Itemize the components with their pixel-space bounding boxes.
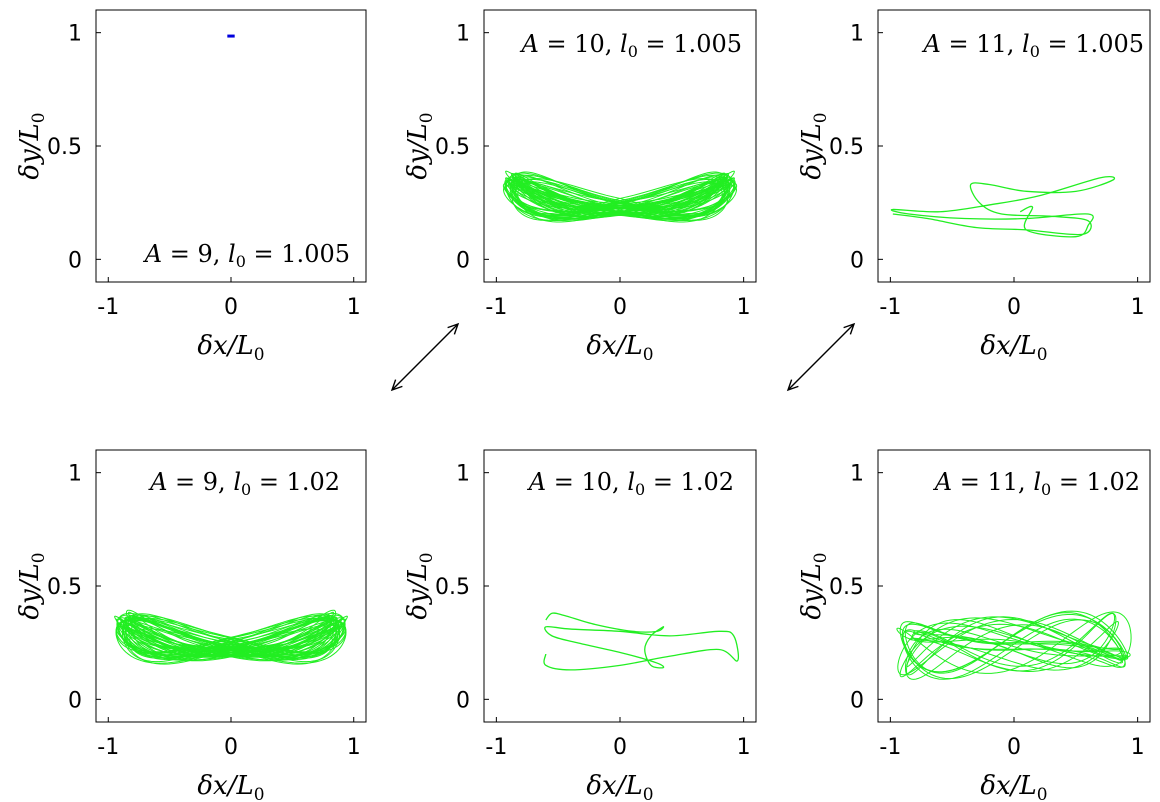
trajectory — [896, 610, 1132, 680]
y-tick-label: 0.5 — [435, 135, 470, 160]
x-tick-label: 1 — [1131, 295, 1145, 320]
y-tick-label: 0 — [850, 688, 864, 713]
trajectory-loop — [507, 179, 733, 207]
x-tick-label: 0 — [613, 735, 627, 760]
y-tick-label: 1 — [68, 22, 82, 47]
x-tick-label: 1 — [347, 735, 361, 760]
y-tick-label: 1 — [456, 22, 470, 47]
x-tick-label: 0 — [224, 735, 238, 760]
y-tick-label: 0.5 — [47, 575, 82, 600]
panel-annotation: A = 9, l0 = 1.02 — [148, 468, 340, 499]
x-tick-label: 0 — [1007, 735, 1021, 760]
y-axis-label: δy/L0 — [797, 112, 831, 179]
x-tick-label: 1 — [737, 735, 751, 760]
trajectory-loop — [899, 610, 1129, 673]
x-tick-label: 1 — [347, 295, 361, 320]
x-axis-label: δx/L0 — [980, 771, 1047, 802]
y-tick-label: 0 — [850, 248, 864, 273]
trajectory-loop — [902, 618, 1126, 680]
trajectory-loop — [127, 626, 335, 656]
trajectory — [543, 612, 740, 671]
trajectory-loop — [517, 180, 723, 217]
trajectory — [502, 170, 738, 223]
y-tick-label: 1 — [456, 462, 470, 487]
panel-A9-l1.005: -1 0 1 0 0.5 1 δx/L0 δy/L0 A = 9, l0 = 1.005 — [15, 9, 367, 365]
y-tick-label: 1 — [850, 22, 864, 47]
y-tick-label: 0.5 — [47, 135, 82, 160]
y-axis-label: δy/L0 — [15, 552, 49, 619]
trajectory-loop — [510, 176, 730, 217]
trajectory-loop — [504, 185, 736, 218]
trajectory-line — [890, 176, 1116, 238]
trajectory-loop — [125, 620, 337, 659]
panel-annotation: A = 10, l0 = 1.02 — [527, 468, 734, 499]
trajectory-loop — [905, 624, 1123, 680]
trajectory-loop — [510, 179, 730, 219]
x-axis-label: δx/L0 — [197, 331, 264, 365]
panel-A10-l1.02: -1 0 1 0 0.5 1 δx/L0 δy/L0 A = 10, l0 = 1.02 — [403, 449, 757, 802]
trajectory-loop — [897, 618, 1131, 676]
x-axis-label: δx/L0 — [586, 771, 653, 802]
x-tick-label: -1 — [879, 735, 901, 760]
x-axis-label: δx/L0 — [197, 771, 264, 802]
x-tick-label: 0 — [1007, 295, 1021, 320]
panel-annotation: A = 10, l0 = 1.005 — [520, 30, 742, 61]
trajectory-loop — [906, 616, 1123, 668]
double-arrow-left — [390, 322, 460, 392]
y-tick-label: 0.5 — [829, 135, 864, 160]
trajectory — [890, 176, 1116, 238]
y-tick-label: 1 — [850, 462, 864, 487]
x-tick-label: -1 — [879, 295, 901, 320]
panel-A11-l1.005: -1 0 1 0 0.5 1 δx/L0 δy/L0 A = 11, l0 = 1.005 — [797, 9, 1151, 365]
trajectory-loop — [515, 177, 725, 215]
x-axis-label: δx/L0 — [586, 331, 653, 365]
trajectory-loop — [124, 616, 338, 662]
double-arrow-right — [786, 322, 856, 392]
trajectory — [114, 609, 348, 665]
x-tick-label: 0 — [224, 295, 238, 320]
y-tick-label: 0 — [68, 688, 82, 713]
panel-A9-l1.02: -1 0 1 0 0.5 1 δx/L0 δy/L0 A = 9, l0 = 1.02 — [15, 449, 367, 802]
y-tick-label: 0.5 — [829, 575, 864, 600]
trajectory-loop — [115, 618, 347, 664]
x-tick-label: -1 — [97, 735, 119, 760]
trajectory-loop — [904, 612, 1124, 674]
y-tick-label: 0 — [456, 688, 470, 713]
panel-A10-l1.005: -1 0 1 0 0.5 1 δx/L0 δy/L0 A = 10, l0 = 1.005 — [403, 9, 757, 365]
y-axis-label: δy/L0 — [403, 112, 437, 179]
y-tick-label: 0 — [68, 248, 82, 273]
trajectory-line — [543, 612, 740, 671]
x-axis-label: δx/L0 — [980, 331, 1047, 365]
y-tick-label: 0.5 — [435, 575, 470, 600]
x-tick-label: -1 — [485, 735, 507, 760]
panel-annotation: A = 11, l0 = 1.02 — [933, 468, 1140, 499]
x-tick-label: 1 — [1131, 735, 1145, 760]
trajectory-loop — [116, 612, 346, 656]
y-axis-label: δy/L0 — [797, 552, 831, 619]
trajectory-loop — [511, 172, 729, 212]
panel-A11-l1.02: -1 0 1 0 0.5 1 δx/L0 δy/L0 A = 11, l0 = 1.02 — [797, 449, 1151, 802]
y-tick-label: 1 — [68, 462, 82, 487]
y-tick-label: 0 — [456, 248, 470, 273]
panel-annotation: A = 9, l0 = 1.005 — [143, 240, 350, 271]
x-tick-label: 0 — [613, 295, 627, 320]
panel-annotation: A = 11, l0 = 1.005 — [922, 30, 1144, 61]
y-axis-label: δy/L0 — [15, 112, 49, 179]
y-axis-label: δy/L0 — [403, 552, 437, 619]
x-tick-label: -1 — [485, 295, 507, 320]
x-tick-label: -1 — [97, 295, 119, 320]
trajectory-loop — [125, 615, 337, 657]
x-tick-label: 1 — [737, 295, 751, 320]
